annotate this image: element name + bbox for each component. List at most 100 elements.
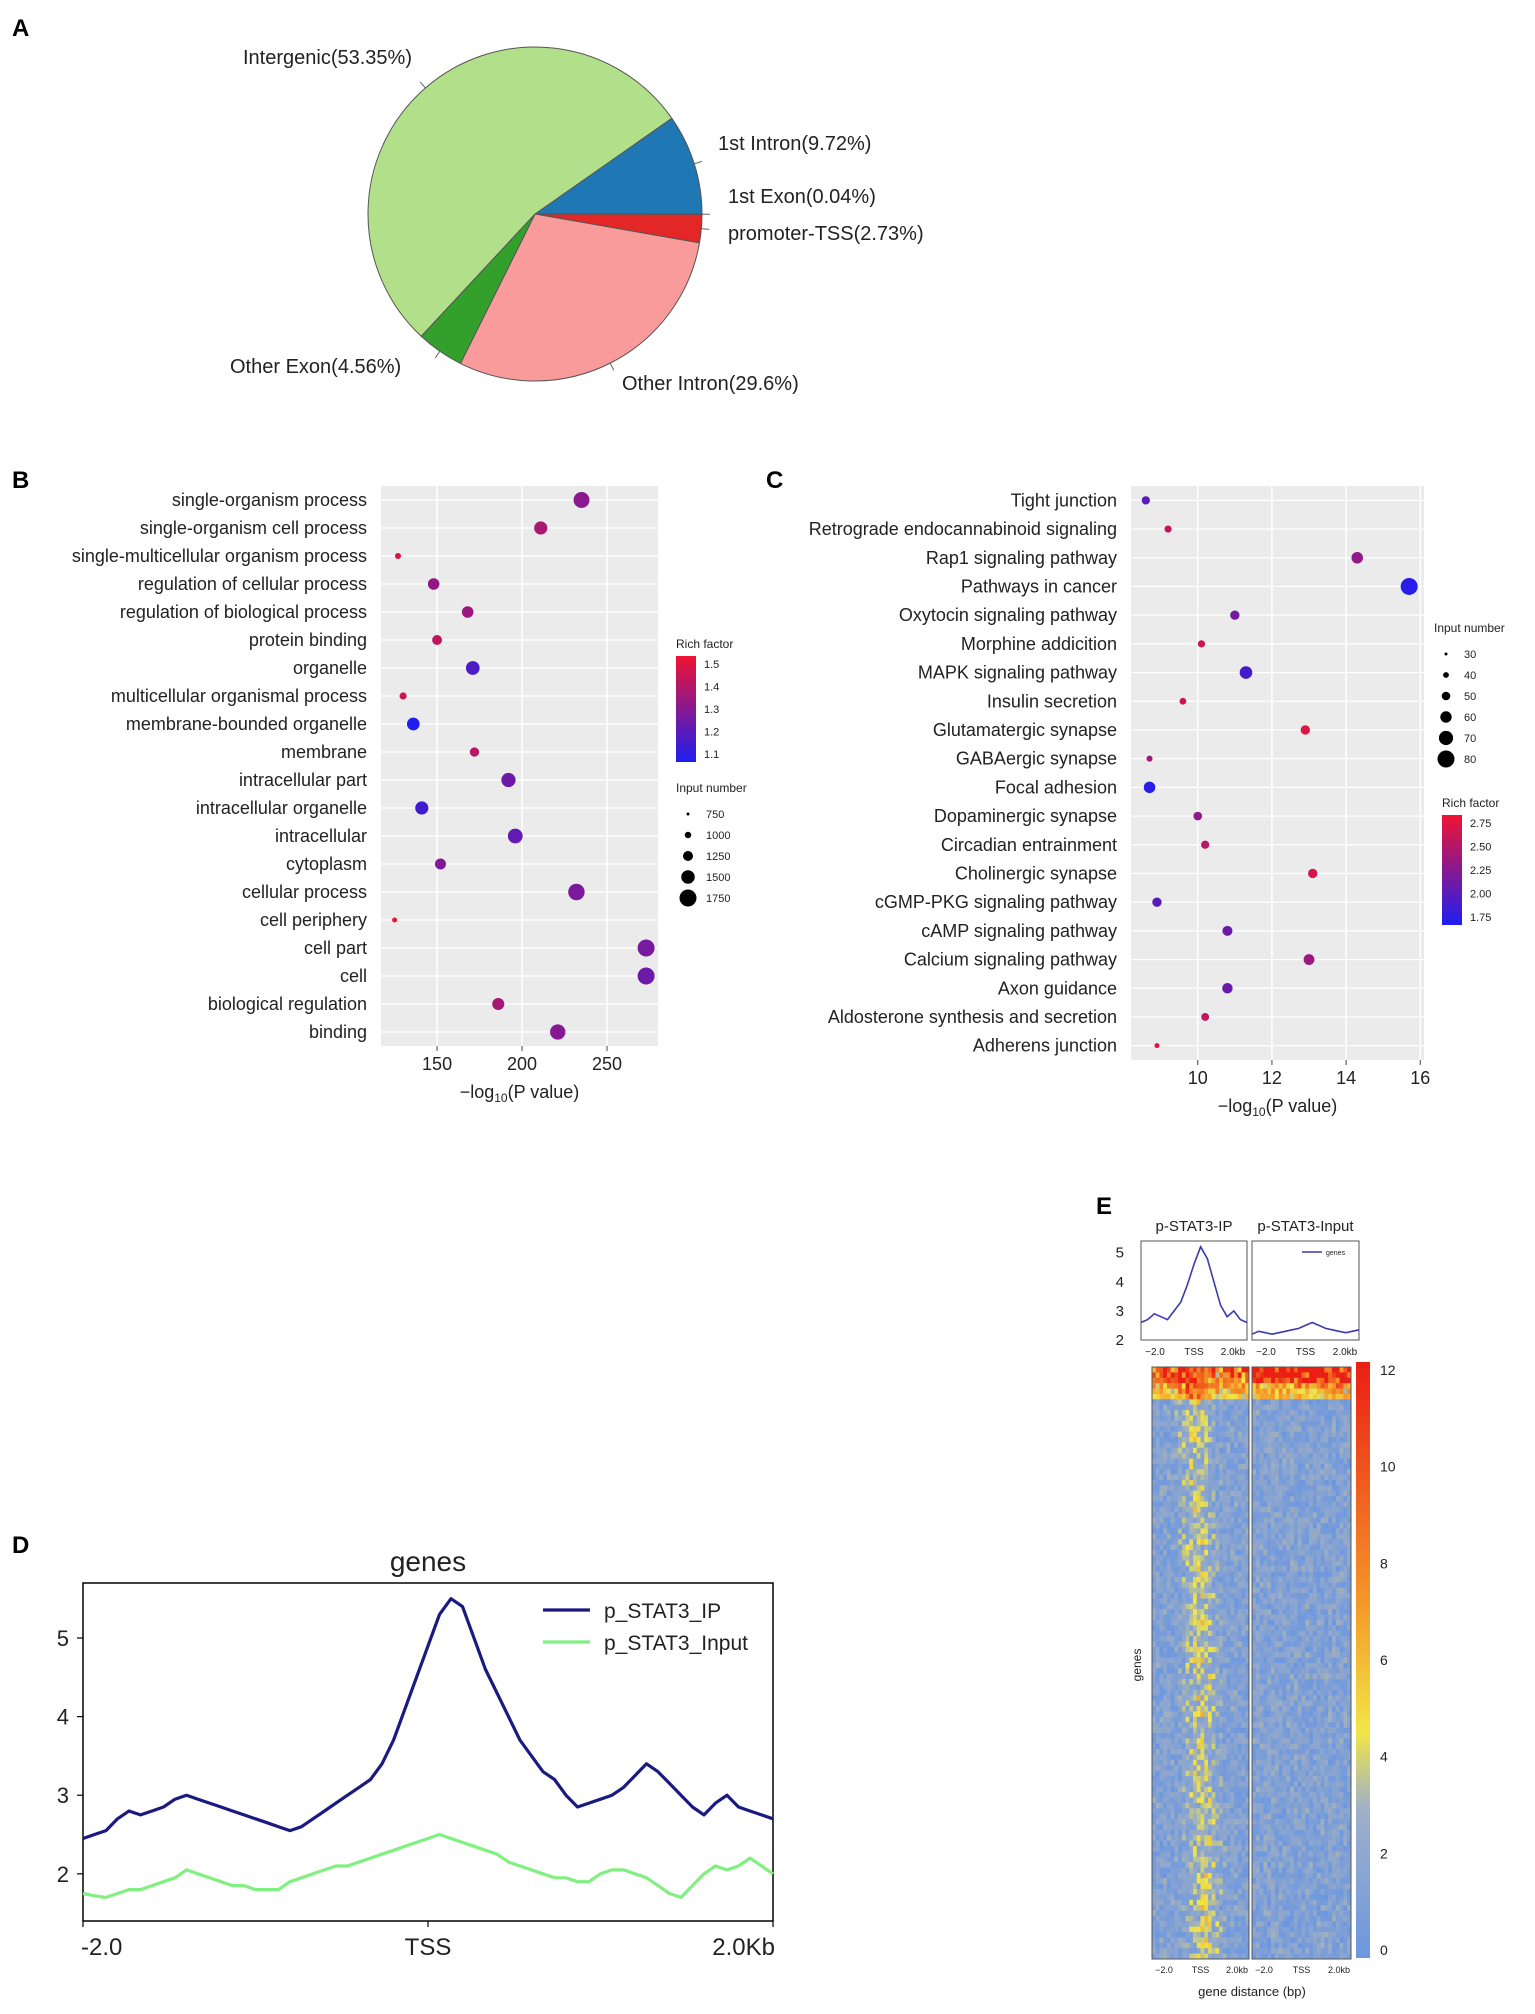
heatmap-cell	[1252, 1716, 1257, 1723]
heatmap-cell	[1301, 1404, 1306, 1411]
heatmap-cell	[1189, 1781, 1194, 1788]
heatmap-cell	[1207, 1899, 1212, 1906]
heatmap-cell	[1155, 1646, 1160, 1653]
heatmap-cell	[1170, 1894, 1175, 1901]
heatmap-cell	[1181, 1463, 1186, 1470]
heatmap-cell	[1163, 1899, 1168, 1906]
heatmap-cell	[1178, 1377, 1183, 1384]
heatmap-cell	[1305, 1539, 1310, 1545]
heatmap-cell	[1226, 1695, 1231, 1701]
heatmap-cell	[1237, 1743, 1242, 1750]
heatmap-cell	[1290, 1727, 1295, 1734]
heatmap-cell	[1286, 1652, 1291, 1658]
heatmap-cell	[1347, 1404, 1352, 1411]
heatmap-cell	[1215, 1598, 1220, 1605]
heatmap-cell	[1200, 1819, 1205, 1825]
heatmap-cell	[1335, 1593, 1340, 1599]
heatmap-cell	[1331, 1485, 1337, 1492]
heatmap-cell	[1245, 1426, 1250, 1432]
heatmap-cell	[1230, 1700, 1235, 1707]
heatmap-cell	[1293, 1367, 1298, 1373]
heatmap-cell	[1271, 1404, 1276, 1411]
heatmap-cell	[1219, 1797, 1224, 1804]
heatmap-cell	[1255, 1469, 1260, 1475]
heatmap-cell	[1259, 1593, 1264, 1599]
heatmap-cell	[1309, 1576, 1314, 1583]
heatmap-cell	[1286, 1485, 1291, 1492]
heatmap-cell	[1185, 1410, 1190, 1416]
heatmap-cell	[1297, 1383, 1302, 1389]
heatmap-cell	[1174, 1792, 1179, 1798]
heatmap-cell	[1328, 1743, 1333, 1750]
heatmap-cell	[1255, 1549, 1260, 1556]
heatmap-cell	[1286, 1560, 1291, 1567]
heatmap-cell	[1267, 1447, 1272, 1454]
heatmap-cell	[1166, 1367, 1171, 1373]
heatmap-cell	[1170, 1539, 1175, 1545]
heatmap-cell	[1339, 1420, 1344, 1427]
heatmap-cell	[1278, 1480, 1283, 1486]
heatmap-cell	[1189, 1829, 1194, 1836]
heatmap-cell	[1215, 1523, 1220, 1529]
heatmap-cell	[1222, 1808, 1227, 1814]
heatmap-cell	[1241, 1722, 1246, 1728]
heatmap-cell	[1320, 1415, 1325, 1422]
heatmap-cell	[1286, 1673, 1291, 1680]
heatmap-cell	[1263, 1652, 1268, 1658]
heatmap-cell	[1207, 1732, 1212, 1739]
heatmap-cell	[1234, 1732, 1239, 1739]
heatmap-cell	[1335, 1695, 1340, 1701]
heatmap-cell	[1259, 1485, 1264, 1492]
heatmap-cell	[1170, 1603, 1175, 1610]
heatmap-cell	[1282, 1544, 1287, 1551]
heatmap-cell	[1170, 1689, 1175, 1696]
heatmap-cell	[1189, 1862, 1194, 1868]
heatmap-cell	[1339, 1652, 1344, 1658]
heatmap-cell	[1293, 1646, 1298, 1653]
heatmap-cell	[1316, 1533, 1321, 1540]
heatmap-cell	[1185, 1942, 1190, 1949]
heatmap-cell	[1196, 1393, 1201, 1400]
heatmap-cell	[1174, 1469, 1179, 1475]
heatmap-cell	[1312, 1458, 1318, 1465]
heatmap-cell	[1320, 1367, 1325, 1373]
heatmap-cell	[1347, 1646, 1352, 1653]
heatmap-cell	[1263, 1523, 1268, 1529]
heatmap-cell	[1166, 1657, 1171, 1664]
heatmap-cell	[1185, 1765, 1190, 1771]
heatmap-cell	[1335, 1722, 1340, 1728]
heatmap-cell	[1241, 1458, 1246, 1465]
heatmap-cell	[1185, 1663, 1190, 1669]
heatmap-cell	[1211, 1533, 1216, 1540]
heatmap-cell	[1286, 1512, 1291, 1518]
heatmap-cell	[1200, 1367, 1205, 1373]
heatmap-cell	[1335, 1749, 1340, 1755]
heatmap-cell	[1237, 1566, 1242, 1572]
heatmap-cell	[1163, 1533, 1168, 1540]
heatmap-cell	[1211, 1630, 1216, 1637]
heatmap-cell	[1297, 1506, 1302, 1513]
heatmap-cell	[1245, 1722, 1250, 1728]
heatmap-cell	[1159, 1894, 1164, 1901]
heatmap-cell	[1166, 1625, 1171, 1632]
legend-size-tick: 1750	[706, 893, 730, 905]
heatmap-cell	[1282, 1598, 1287, 1605]
heatmap-cell	[1234, 1490, 1239, 1497]
y-tick-label: 3	[57, 1783, 69, 1808]
heatmap-cell	[1237, 1582, 1242, 1588]
heatmap-cell	[1207, 1625, 1212, 1632]
heatmap-cell	[1263, 1582, 1268, 1588]
heatmap-cell	[1234, 1894, 1239, 1901]
heatmap-cell	[1309, 1716, 1314, 1723]
heatmap-cell	[1163, 1377, 1168, 1384]
heatmap-cell	[1259, 1544, 1264, 1551]
heatmap-cell	[1215, 1738, 1220, 1745]
heatmap-cell	[1159, 1845, 1164, 1852]
series-line	[82, 1832, 774, 1900]
heatmap-cell	[1245, 1533, 1250, 1540]
heatmap-cell	[1219, 1458, 1224, 1465]
heatmap-cell	[1204, 1555, 1209, 1562]
heatmap-cell	[1204, 1453, 1209, 1459]
heatmap-cell	[1174, 1716, 1179, 1723]
heatmap-cell	[1163, 1840, 1168, 1847]
